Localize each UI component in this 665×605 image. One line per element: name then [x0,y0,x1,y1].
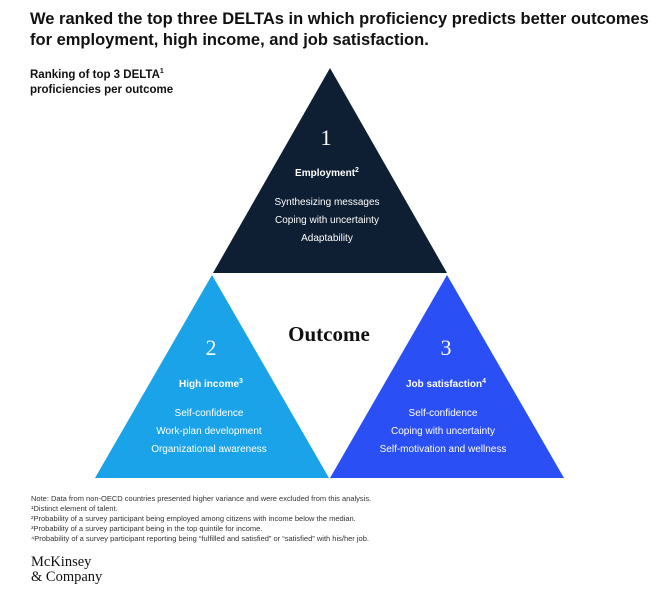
center-outcome-label: Outcome [288,322,370,346]
high-income-item: Self-confidence [175,408,244,419]
triangle-employment-rank: 1 [321,125,332,150]
diagram-subtitle: Ranking of top 3 DELTA1 proficiencies pe… [30,68,230,98]
logo-line2: & Company [31,569,103,585]
job-satisfaction-heading-text: Job satisfaction [406,379,482,390]
subtitle-text: Ranking of top 3 DELTA [30,69,160,81]
employment-footnote-marker: 2 [355,167,359,174]
outcome-triangle-diagram: 1 Employment2 Synthesizing messages Copi… [95,68,564,478]
footnotes: Note: Data from non-OECD countries prese… [31,494,491,544]
subtitle-footnote-marker: 1 [159,68,164,76]
job-satisfaction-footnote-marker: 4 [482,378,486,385]
triangle-high-income-heading: High income3 [179,378,243,390]
footnote-3: ³Probability of a survey participant bei… [31,524,263,533]
triangle-job-satisfaction-heading: Job satisfaction4 [406,378,486,390]
footnote-2: ²Probability of a survey participant bei… [31,514,356,523]
job-satisfaction-item: Self-confidence [409,408,478,419]
high-income-heading-text: High income [179,379,239,390]
triangle-employment: 1 Employment2 Synthesizing messages Copi… [213,68,447,273]
high-income-item: Organizational awareness [151,444,267,455]
mckinsey-logo: McKinsey & Company [31,555,102,585]
high-income-footnote-marker: 3 [239,378,243,385]
triangle-employment-shape [213,68,447,273]
employment-item: Adaptability [301,233,353,244]
high-income-item: Work-plan development [156,426,262,437]
triangle-job-satisfaction-rank: 3 [441,335,452,360]
employment-item: Coping with uncertainty [275,215,379,226]
triangle-high-income-shape [95,275,329,478]
employment-item: Synthesizing messages [274,197,379,208]
subtitle-text-line2: proficiencies per outcome [30,84,174,96]
triangle-employment-heading: Employment2 [295,167,359,179]
employment-heading-text: Employment [295,168,356,179]
footnote-1: ¹Distinct element of talent. [31,504,118,513]
triangle-high-income: 2 High income3 Self-confidence Work-plan… [95,275,329,478]
triangle-job-satisfaction: 3 Job satisfaction4 Self-confidence Copi… [330,275,564,478]
job-satisfaction-item: Coping with uncertainty [391,426,495,437]
footnote-note: Note: Data from non-OECD countries prese… [31,494,372,503]
page-title: We ranked the top three DELTAs in which … [30,10,649,49]
job-satisfaction-item: Self-motivation and wellness [380,444,507,455]
logo-line1: McKinsey [31,554,92,570]
triangle-job-satisfaction-shape [330,275,564,478]
triangle-high-income-rank: 2 [206,335,217,360]
footnote-4: ⁴Probability of a survey participant rep… [31,534,369,543]
